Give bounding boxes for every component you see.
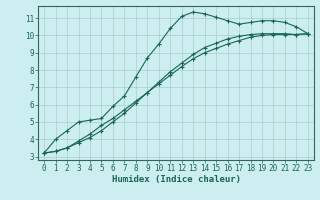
X-axis label: Humidex (Indice chaleur): Humidex (Indice chaleur) — [111, 175, 241, 184]
